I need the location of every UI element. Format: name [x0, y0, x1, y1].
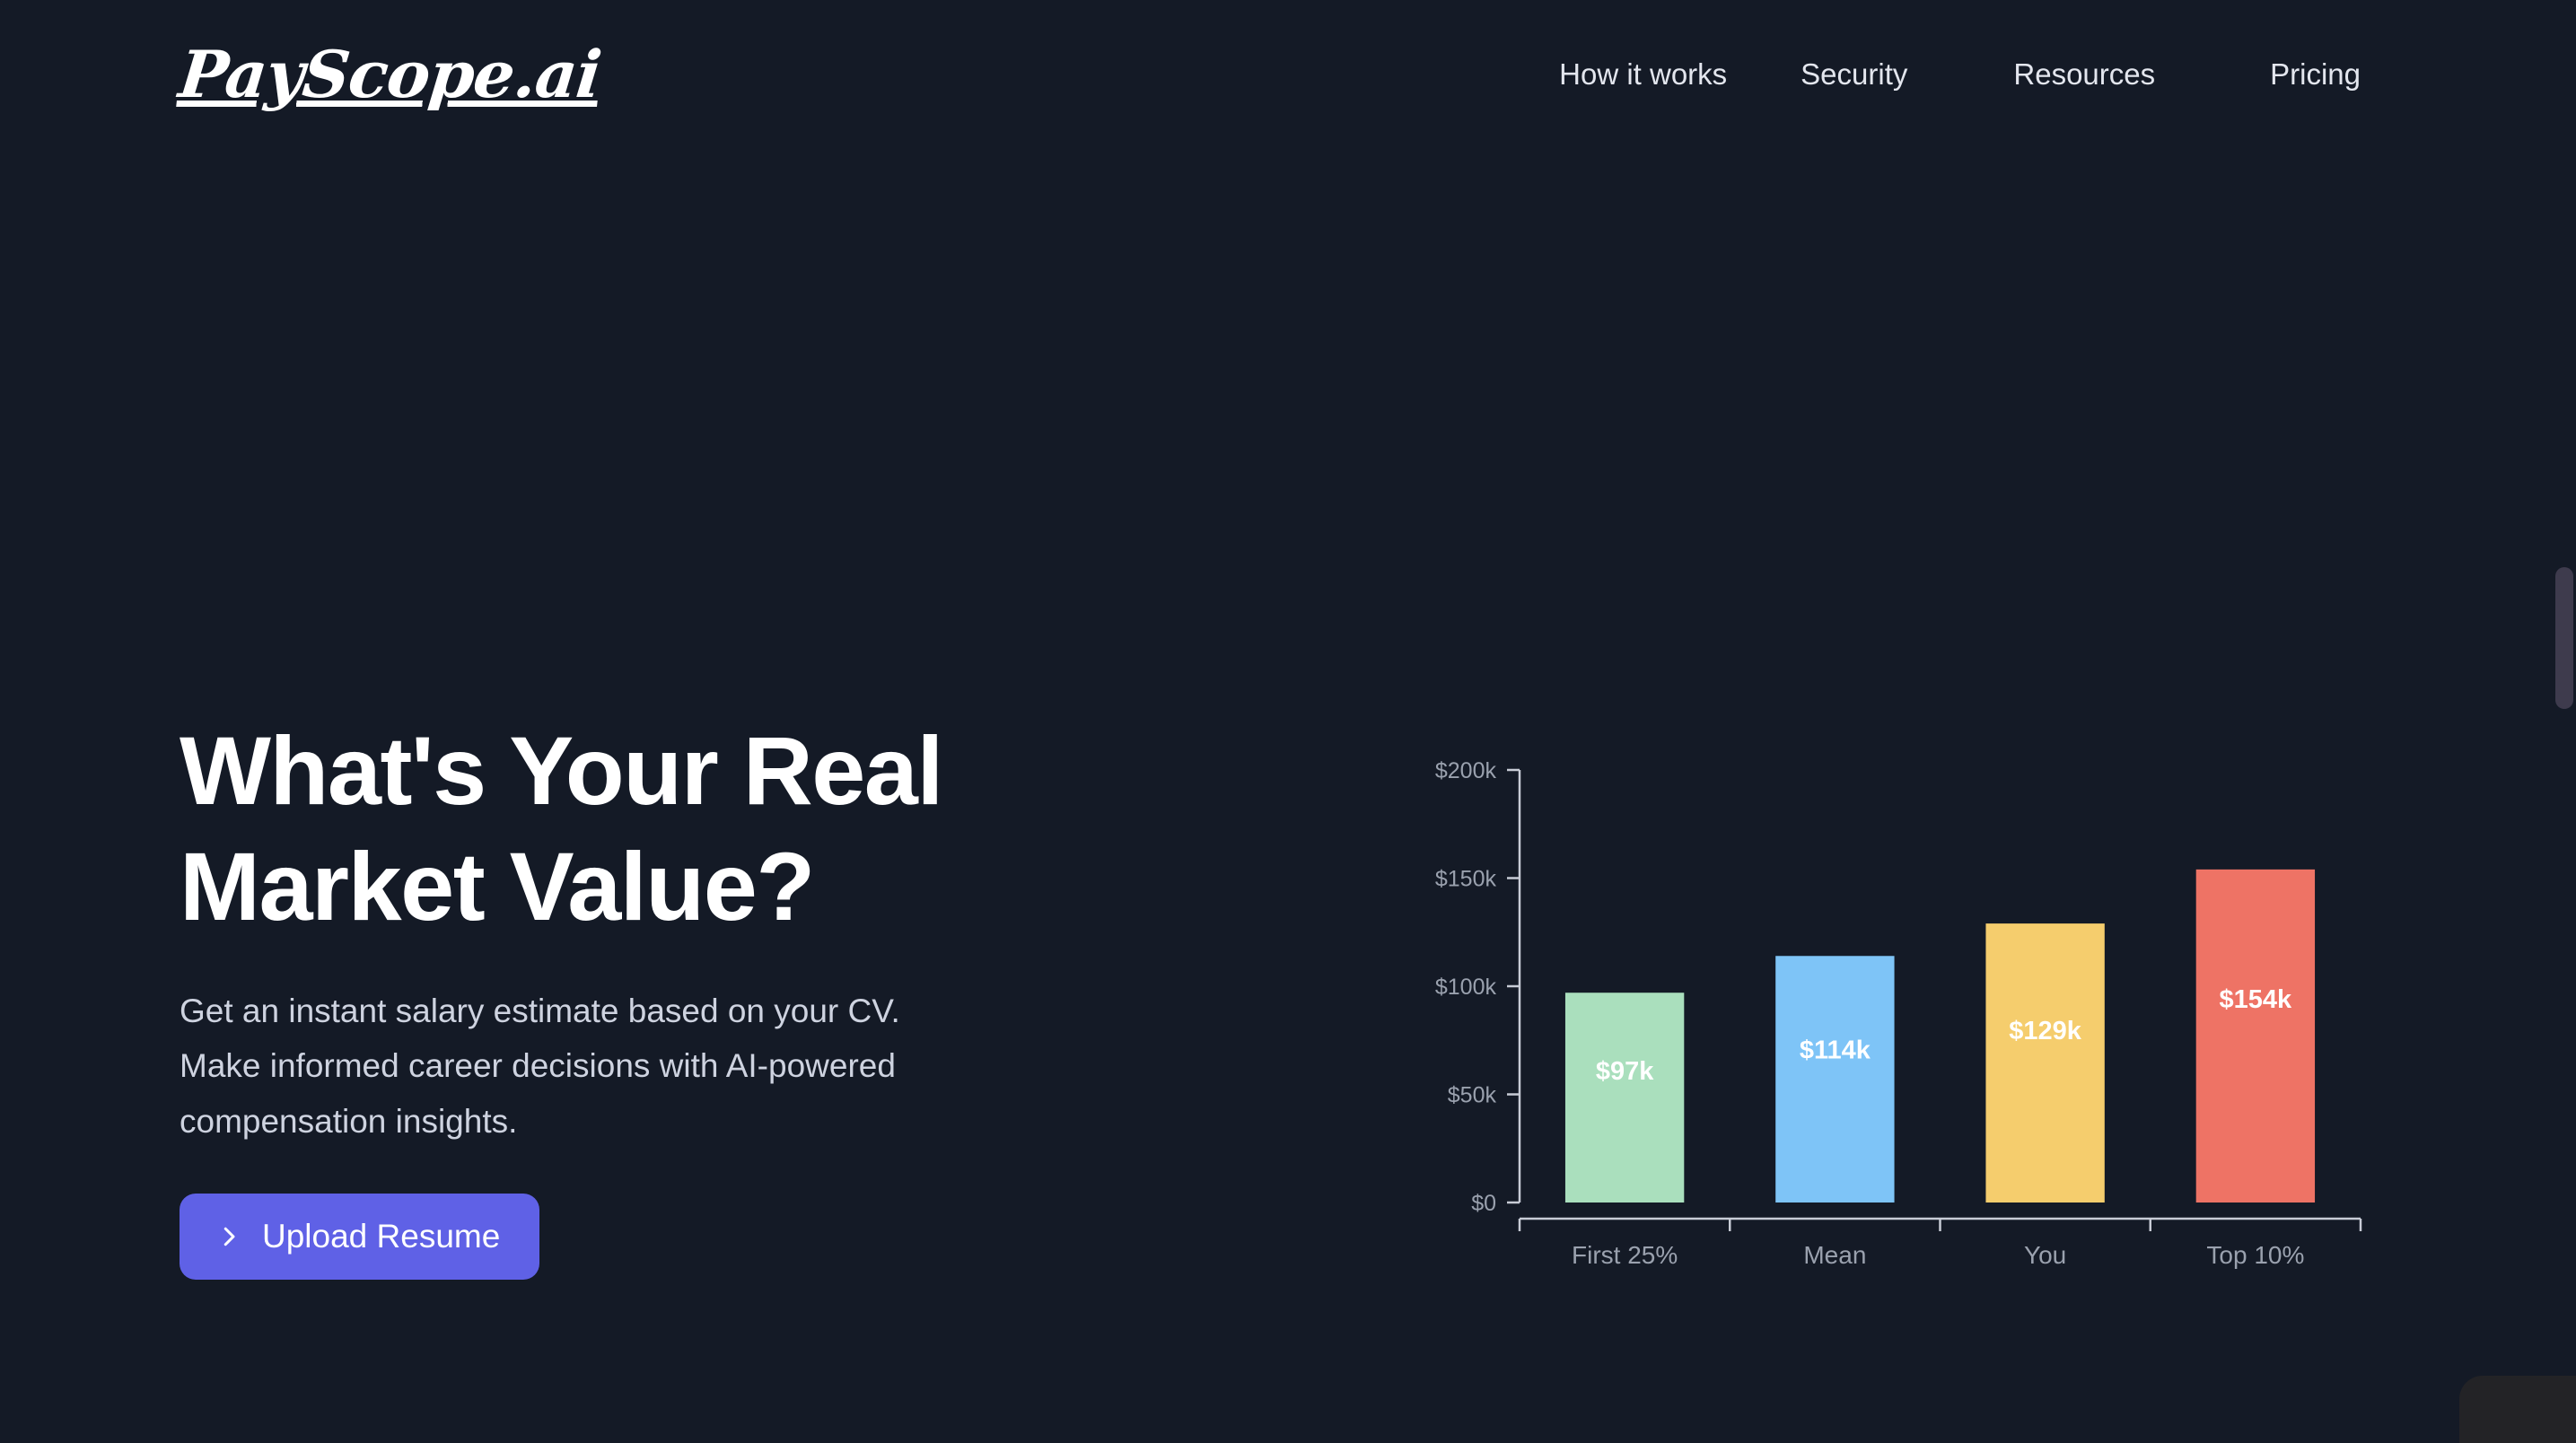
y-axis-tick-label: $0 [1471, 1191, 1496, 1216]
y-axis-tick-label: $100k [1435, 975, 1497, 1000]
nav-item-resources[interactable]: Resources [2013, 57, 2156, 91]
chart-bar-value-label: $114k [1800, 1036, 1871, 1064]
nav-item-how-it-works[interactable]: How it works [1559, 57, 1728, 91]
nav-item-security[interactable]: Security [1801, 57, 1908, 91]
bars-group: $97k $114k $129k $154k [1564, 869, 2316, 1202]
page-title: What's Your Real Market Value? [180, 716, 943, 940]
x-axis-category-label: Top 10% [2206, 1241, 2304, 1269]
x-axis: First 25% Mean You Top 10% [1518, 1217, 2362, 1269]
x-axis-category-label: First 25% [1572, 1241, 1678, 1269]
chat-widget-launcher[interactable] [2459, 1376, 2576, 1443]
nav-item-pricing[interactable]: Pricing [2270, 57, 2361, 91]
page-scrollbar-thumb[interactable] [2555, 567, 2573, 709]
upload-resume-button[interactable]: Upload Resume [180, 1194, 540, 1281]
y-axis-tick-label: $200k [1435, 758, 1497, 783]
page-scrollbar-track[interactable] [2553, 0, 2576, 1443]
y-axis: $0 $50k $100k $150k $200k [1435, 758, 1521, 1216]
hero-text-block: What's Your Real Market Value? Get an in… [180, 713, 1185, 1281]
x-axis-category-label: Mean [1803, 1241, 1866, 1269]
chart-bar-value-label: $129k [2009, 1017, 2082, 1045]
chart-bar-value-label: $154k [2220, 985, 2293, 1014]
x-axis-category-label: You [2024, 1241, 2066, 1269]
y-axis-tick-label: $150k [1435, 867, 1497, 892]
bar-chart-svg: $0 $50k $100k $150k $200k $97k $114k $129k $154… [1435, 758, 2362, 1269]
y-axis-tick-label: $50k [1448, 1083, 1497, 1108]
chart-bar[interactable] [1775, 956, 1895, 1202]
chart-bar-value-label: $97k [1596, 1057, 1654, 1086]
salary-benchmark-chart: $0 $50k $100k $150k $200k $97k $114k $129k $154… [1387, 736, 2392, 1274]
chart-bar[interactable] [1985, 923, 2105, 1202]
upload-resume-label: Upload Resume [262, 1218, 501, 1255]
main-navigation: How it works Security Resources Pricing [1559, 48, 2396, 101]
site-header: PayScope.ai How it works Security Resour… [0, 0, 2576, 148]
chart-bar[interactable] [2195, 869, 2316, 1202]
hero-subtitle: Get an instant salary estimate based on … [180, 993, 900, 1140]
chart-bar[interactable] [1564, 993, 1685, 1202]
chevron-right-icon [215, 1223, 242, 1250]
